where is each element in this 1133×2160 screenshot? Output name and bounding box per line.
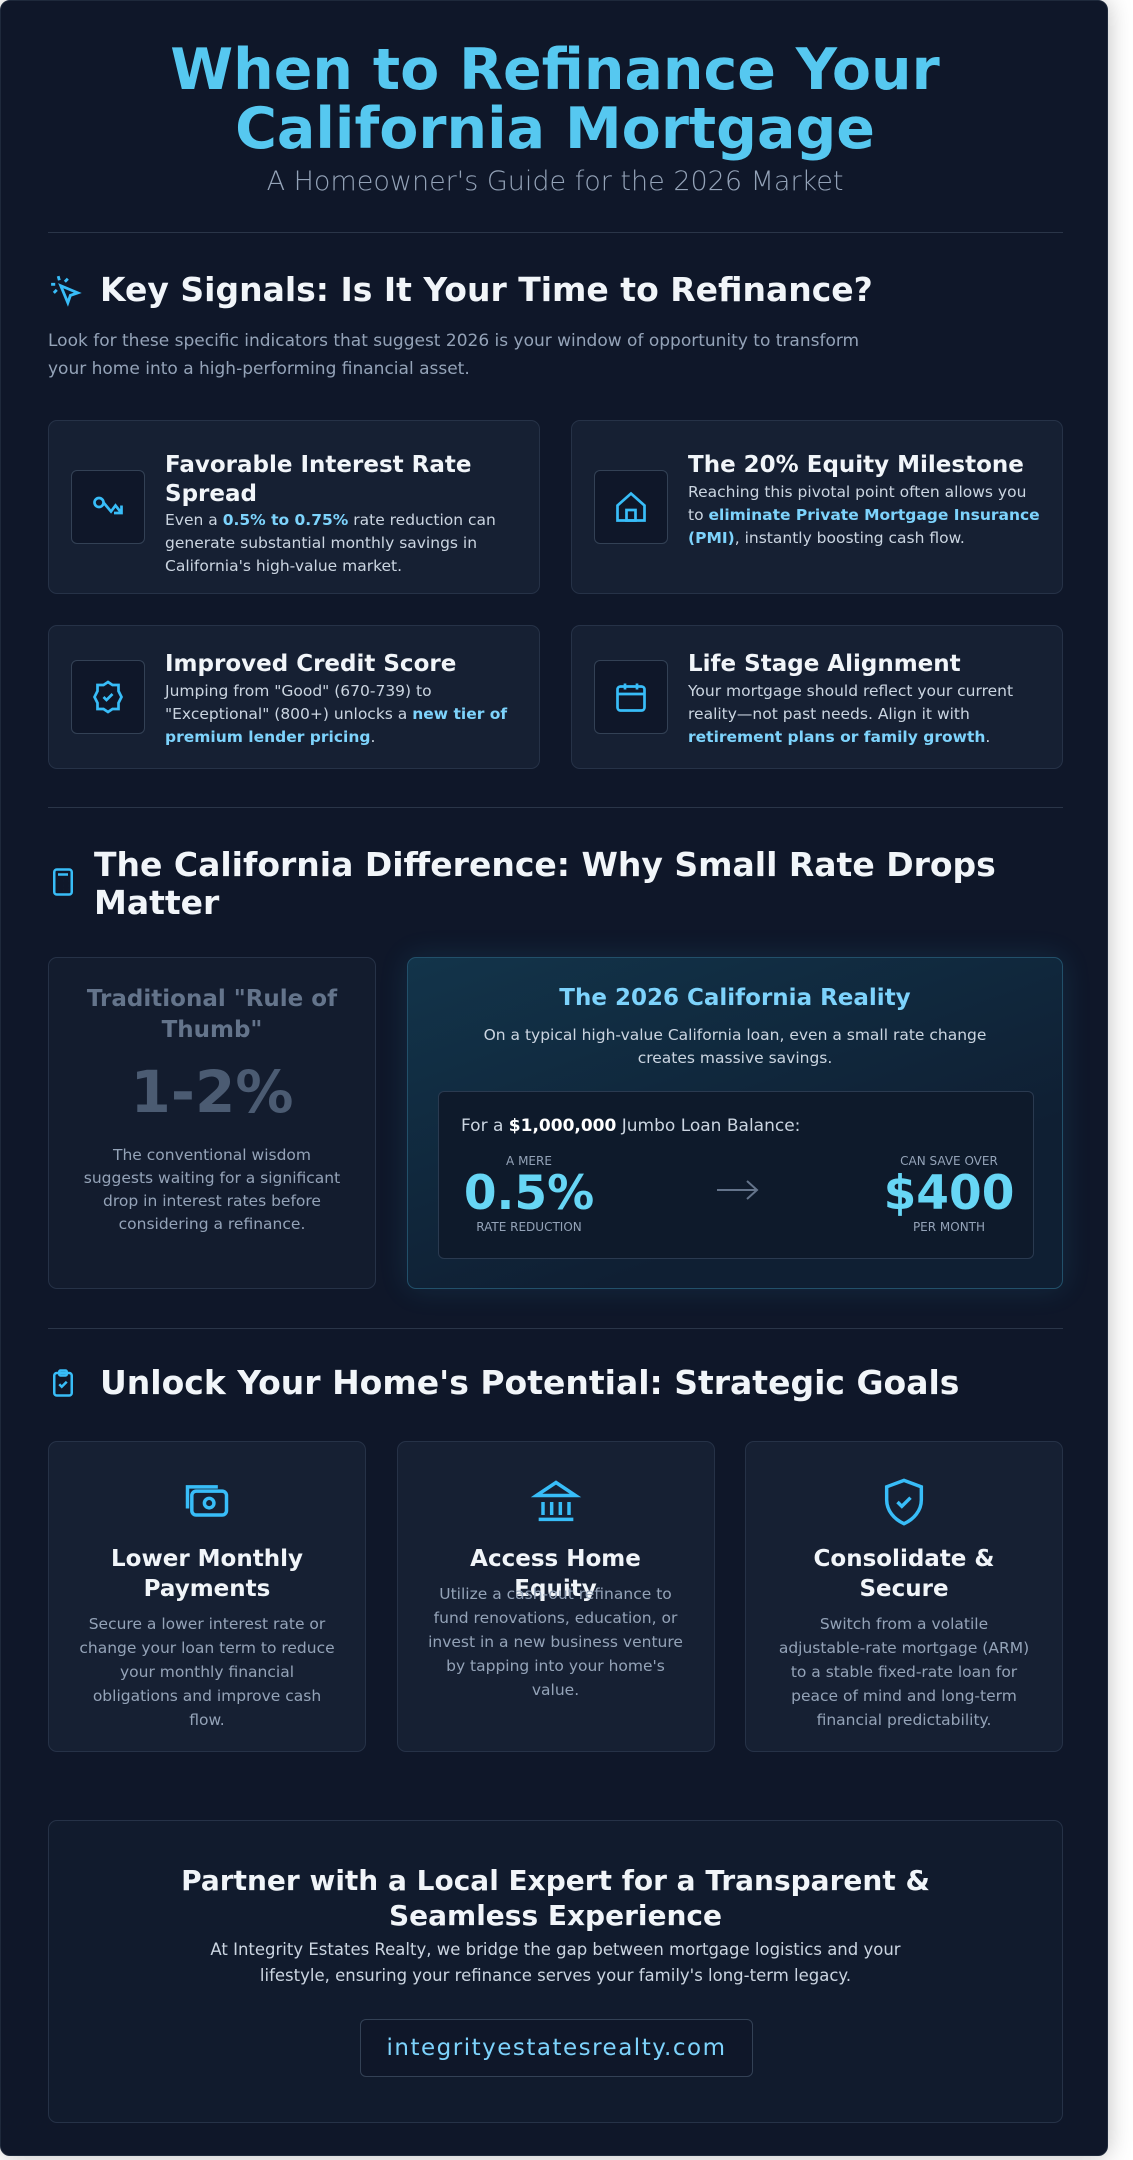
card-title: Life Stage Alignment [688, 651, 961, 677]
goal-text: Secure a lower interest rate or change y… [79, 1615, 335, 1729]
stat: CAN SAVE OVER $400 PER MONTH [879, 1154, 1019, 1234]
goal-card: Lower Monthly Payments Secure a lower int… [48, 1441, 366, 1752]
text: For a [461, 1116, 509, 1136]
cta-text: At Integrity Estates Realty, we bridge t… [210, 1940, 901, 1985]
cursor-icon [51, 275, 82, 307]
highlight: 0.5% to 0.75% [222, 511, 349, 529]
icon [746, 1476, 1062, 1532]
icon [616, 683, 646, 712]
icon [884, 1478, 924, 1526]
icon [92, 680, 124, 714]
example-box: For a $1,000,000 Jumbo Loan Balance: A M… [438, 1091, 1034, 1259]
website-link[interactable]: integrityestatesrealty.com [360, 2019, 753, 2077]
icon [530, 1480, 581, 1522]
card-title: The 20% Equity Milestone [688, 452, 1024, 478]
icon-box [594, 470, 668, 544]
goal-title: Access Home Equity [470, 1546, 641, 1602]
goal-text: Utilize a cash-out refinance to fund ren… [428, 1585, 683, 1699]
divider [48, 807, 1063, 808]
goal-card: Consolidate & Secure Switch from a volati… [745, 1441, 1063, 1752]
icon [185, 1485, 229, 1517]
card-text: Your mortgage should reflect your curren… [688, 680, 1042, 749]
subtitle: A Homeowner's Guide for the 2026 Market [266, 166, 844, 197]
icon [398, 1476, 714, 1532]
signal-card: Life Stage Alignment Your mortgage should… [571, 625, 1063, 769]
card-text: Even a 0.5% to 0.75% rate reduction can … [165, 509, 519, 578]
stat: A MERE 0.5% RATE REDUCTION [459, 1154, 599, 1234]
text: rate reduction can generate substantial … [165, 511, 496, 575]
traditional-card: Traditional "Rule of Thumb" 1-2% The con… [48, 957, 376, 1289]
stat-caption: RATE REDUCTION [476, 1220, 582, 1234]
stat-figure: 0.5% [463, 1166, 595, 1221]
card-title: Improved Credit Score [165, 651, 457, 677]
arrow [717, 1180, 759, 1200]
icon-box [71, 470, 145, 544]
section-heading: Key Signals: Is It Your Time to Refinanc… [100, 270, 873, 309]
signal-card: Favorable Interest Rate Spread Even a 0.5… [48, 420, 540, 594]
reality-card: The 2026 California Reality On a typical… [407, 957, 1063, 1289]
goal-title: Lower Monthly Payments [111, 1546, 303, 1602]
highlight: new tier of premium lender pricing [165, 705, 508, 746]
card-text: Jumping from "Good" (670-739) to "Except… [165, 680, 519, 749]
signal-card: The 20% Equity Milestone Reaching this pi… [571, 420, 1063, 594]
divider [48, 1328, 1063, 1329]
icon [49, 1476, 365, 1532]
highlight: eliminate Private Mortgage Insurance (PM… [688, 506, 1040, 547]
divider [48, 232, 1063, 233]
signal-card: Improved Credit Score Jumping from "Good"… [48, 625, 540, 769]
icon [93, 496, 123, 515]
stat-label: CAN SAVE OVER [900, 1154, 998, 1168]
stat-caption: PER MONTH [912, 1220, 986, 1234]
stat-figure: $400 [883, 1166, 1015, 1221]
card-title: Favorable Interest Rate Spread [165, 452, 472, 507]
text: . [370, 728, 376, 746]
text: . [985, 728, 991, 746]
icon-box [71, 660, 145, 734]
title: When to Refinance Your California Mortga… [170, 37, 940, 162]
text: Reaching this pivotal point often allows… [688, 483, 1027, 524]
goal-title: Consolidate & Secure [813, 1546, 995, 1602]
cta-box: Partner with a Local Expert for a Transp… [48, 1820, 1063, 2123]
card-text: Reaching this pivotal point often allows… [688, 481, 1042, 550]
text: Your mortgage should reflect your curren… [688, 682, 1014, 723]
card-title: Traditional "Rule of Thumb" [86, 986, 338, 1043]
calculator-icon [53, 868, 73, 896]
intro: Look for these specific indicators that … [48, 331, 860, 379]
text: Jumbo Loan Balance: [616, 1116, 801, 1136]
card-title: The 2026 California Reality [559, 985, 911, 1011]
cta-title: Partner with a Local Expert for a Transp… [181, 1864, 930, 1932]
card-text: On a typical high-value California loan,… [483, 1026, 987, 1067]
icon [616, 491, 646, 522]
card-text: The conventional wisdom suggests waiting… [83, 1146, 341, 1233]
goal-text: Switch from a volatile adjustable-rate m… [778, 1615, 1030, 1729]
stat-label: A MERE [506, 1154, 552, 1168]
text: Even a [165, 511, 223, 529]
infographic: When to Refinance Your California Mortga… [0, 0, 1108, 2156]
highlight: retirement plans or family growth [688, 728, 986, 746]
goal-card: Access Home Equity Utilize a cash-out ref… [396, 1441, 715, 1752]
section-heading: The California Difference: Why Small Rat… [94, 845, 996, 922]
figure: 1-2% [130, 1058, 294, 1126]
section-heading: Unlock Your Home's Potential: Strategic … [100, 1363, 960, 1402]
icon-box [594, 660, 668, 734]
text: Jumping from "Good" (670-739) to "Except… [165, 682, 432, 723]
text: , instantly boosting cash flow. [734, 529, 965, 547]
example-line: For a $1,000,000 Jumbo Loan Balance: [461, 1116, 800, 1136]
amount: $1,000,000 [508, 1116, 617, 1136]
clipboard-icon [53, 1369, 73, 1397]
